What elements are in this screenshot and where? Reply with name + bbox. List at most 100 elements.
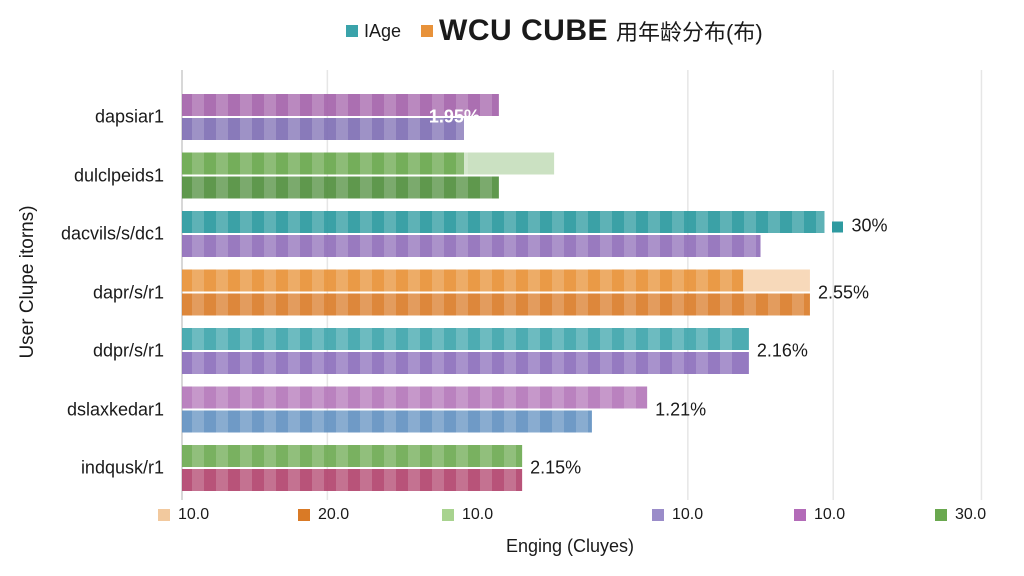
bar-5-a-stripe <box>432 386 444 409</box>
bar-6-b-stripe <box>480 469 492 491</box>
bar-6-b-stripe <box>192 469 204 491</box>
bar-0-a-stripe <box>312 94 324 116</box>
bar-3-b-stripe <box>696 293 708 316</box>
bar-3-a-stripe <box>504 269 516 292</box>
bar-5-b-stripe <box>192 410 204 433</box>
bar-2-b-stripe <box>624 235 636 257</box>
bar-3-b-stripe <box>720 293 732 316</box>
bar-3-b-stripe <box>744 293 756 316</box>
bar-1-b-stripe <box>456 176 468 199</box>
bar-0-b-stripe <box>360 118 372 140</box>
bar-3-b-stripe <box>672 293 684 316</box>
bottom-legend-label: 30.0 <box>955 506 987 523</box>
data-label: 1.95% <box>429 107 480 128</box>
bar-3-a-stripe <box>456 269 468 292</box>
bar-4-b-stripe <box>480 352 492 374</box>
bar-4-b-stripe <box>696 352 708 374</box>
bar-4-a-stripe <box>528 328 540 350</box>
bar-6-a-stripe <box>432 445 444 467</box>
bar-4-a-stripe <box>264 328 276 350</box>
bar-4-b <box>182 352 749 374</box>
bar-6-b-stripe <box>360 469 372 491</box>
bar-1-a-stripe <box>192 152 204 175</box>
bottom-legend-swatch <box>158 509 170 521</box>
bar-2-b-stripe <box>744 235 756 257</box>
bar-3-a-stripe <box>528 269 540 292</box>
bar-5-a-stripe <box>336 386 348 409</box>
bar-4-b-stripe <box>456 352 468 374</box>
bar-2-b <box>182 235 761 257</box>
bar-4-b-stripe <box>384 352 396 374</box>
bar-4-a-stripe <box>240 328 252 350</box>
category-label: dslaxkedar1 <box>66 399 164 419</box>
bar-3-b-stripe <box>624 293 636 316</box>
bar-4-b-stripe <box>672 352 684 374</box>
bar-5-a-stripe <box>192 386 204 409</box>
bar-1-b-stripe <box>192 176 204 199</box>
bar-2-a-stripe <box>672 211 684 233</box>
bar-3-a-stripe <box>384 269 396 292</box>
bottom-legend-swatch <box>794 509 806 521</box>
bar-6-a-stripe <box>456 445 468 467</box>
x-axis-label: Enging (Cluyes) <box>505 536 635 556</box>
bar-2-b-stripe <box>384 235 396 257</box>
bar-0-a-stripe <box>480 94 492 116</box>
bar-2-a-stripe <box>360 211 372 233</box>
y-axis-label: User Clupe itorns) <box>17 205 38 359</box>
data-label-text: 2.16% <box>756 340 808 361</box>
bar-0-b-stripe <box>264 118 276 140</box>
bar-2-a-stripe <box>384 211 396 233</box>
bar-3-b-stripe <box>288 293 300 316</box>
bar-2-b-stripe <box>480 235 492 257</box>
bar-2-a-stripe <box>552 211 564 233</box>
category-label: ddpr/s/r1 <box>92 340 164 361</box>
bottom-legend-label: 20.0 <box>318 506 350 523</box>
bar-6-b-stripe <box>384 469 396 491</box>
bar-5-b-stripe <box>528 410 540 433</box>
bar-2-b-stripe <box>240 235 252 257</box>
bar-1-b-stripe <box>336 176 348 199</box>
bottom-legend-label: 10.0 <box>178 506 210 523</box>
bar-6-b <box>182 469 523 491</box>
bar-2-b-stripe <box>672 235 684 257</box>
bar-6-a-stripe <box>336 445 348 467</box>
bottom-legend-swatch <box>442 509 454 521</box>
bar-2-b-stripe <box>336 235 348 257</box>
bar-4-b-stripe <box>216 352 228 374</box>
bar-0-a-stripe <box>408 94 420 116</box>
legend-swatch-orange <box>421 25 434 37</box>
bar-2-b-stripe <box>696 235 708 257</box>
bar-6-a-stripe <box>288 445 300 467</box>
chart-header: IAge WCU CUBE 用年龄分布(布) <box>346 14 763 48</box>
bar-5-a-stripe <box>504 386 516 409</box>
bar-3-b-stripe <box>336 293 348 316</box>
bar-0-b-stripe <box>336 118 348 140</box>
bottom-legend-swatch <box>298 509 310 521</box>
bar-5-b <box>182 410 592 433</box>
bar-3-a-stripe <box>672 269 684 292</box>
bar-3-a-stripe <box>192 269 204 292</box>
bar-6-a-stripe <box>240 445 252 467</box>
bar-0-a-stripe <box>216 94 228 116</box>
bar-5-b-stripe <box>408 410 420 433</box>
bar-2-a-stripe <box>768 211 780 233</box>
bar-3-b-stripe <box>264 293 276 316</box>
bar-2-a-stripe <box>192 211 204 233</box>
bar-4-b-stripe <box>552 352 564 374</box>
bar-0-b-stripe <box>432 118 444 140</box>
bottom-legend-item: 30.0 <box>935 506 986 524</box>
bar-6-b-stripe <box>240 469 252 491</box>
bar-0-a-stripe <box>264 94 276 116</box>
bar-3-a-stripe <box>432 269 444 292</box>
bar-3-b-stripe <box>504 293 516 316</box>
bar-2-a-stripe <box>696 211 708 233</box>
bar-4-b-stripe <box>528 352 540 374</box>
bar-3-a-stripe <box>264 269 276 292</box>
bar-2-b-stripe <box>504 235 516 257</box>
bar-2-a-stripe <box>264 211 276 233</box>
bar-4-a-stripe <box>576 328 588 350</box>
bottom-legend-swatch <box>652 509 664 521</box>
bar-2-a-stripe <box>408 211 420 233</box>
bar-3-a-stripe <box>648 269 660 292</box>
bar-6-b-stripe <box>408 469 420 491</box>
